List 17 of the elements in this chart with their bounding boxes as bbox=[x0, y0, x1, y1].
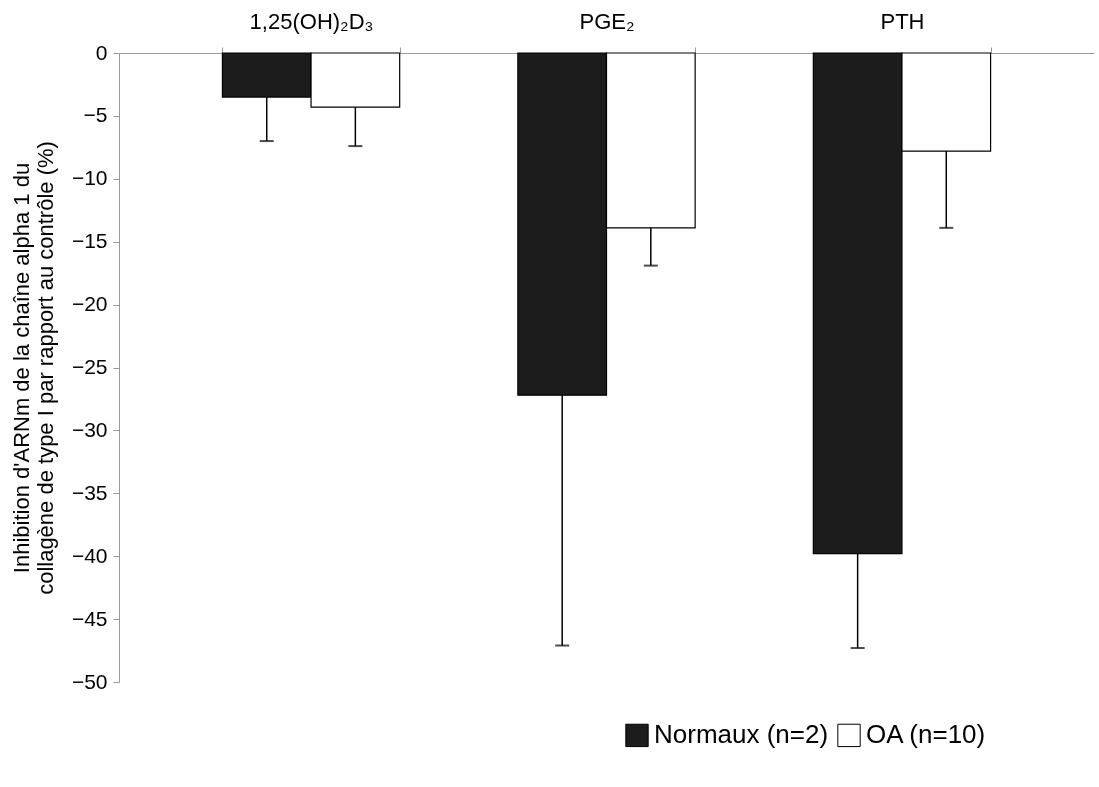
x-tick-label: PTH bbox=[880, 8, 925, 34]
y-tick-label: −25 bbox=[71, 355, 108, 378]
y-tick-label: −15 bbox=[71, 229, 108, 253]
y-tick-label: −50 bbox=[71, 669, 108, 693]
y-tick-label: −45 bbox=[71, 606, 108, 630]
y-axis-title: Inhibition d'ARNm de la chaîne alpha 1 du collagène de type I par rapport au contrôle (%) bbox=[8, 141, 58, 595]
y-tick-label: −30 bbox=[71, 417, 108, 441]
y-tick-label: −35 bbox=[71, 480, 108, 504]
y-tick-label: −5 bbox=[83, 103, 108, 127]
x-tick-label: PGE₂ bbox=[579, 8, 635, 34]
y-tick-label: 0 bbox=[95, 40, 108, 64]
y-tick-label: −10 bbox=[71, 166, 108, 190]
x-tick-label: 1,25(OH)₂D₃ bbox=[249, 8, 374, 34]
y-tick-label: −20 bbox=[71, 292, 108, 316]
legend-label: Normaux (n=2) bbox=[654, 719, 829, 750]
y-tick-label: −40 bbox=[71, 543, 108, 567]
legend-label: OA (n=10) bbox=[866, 719, 986, 750]
